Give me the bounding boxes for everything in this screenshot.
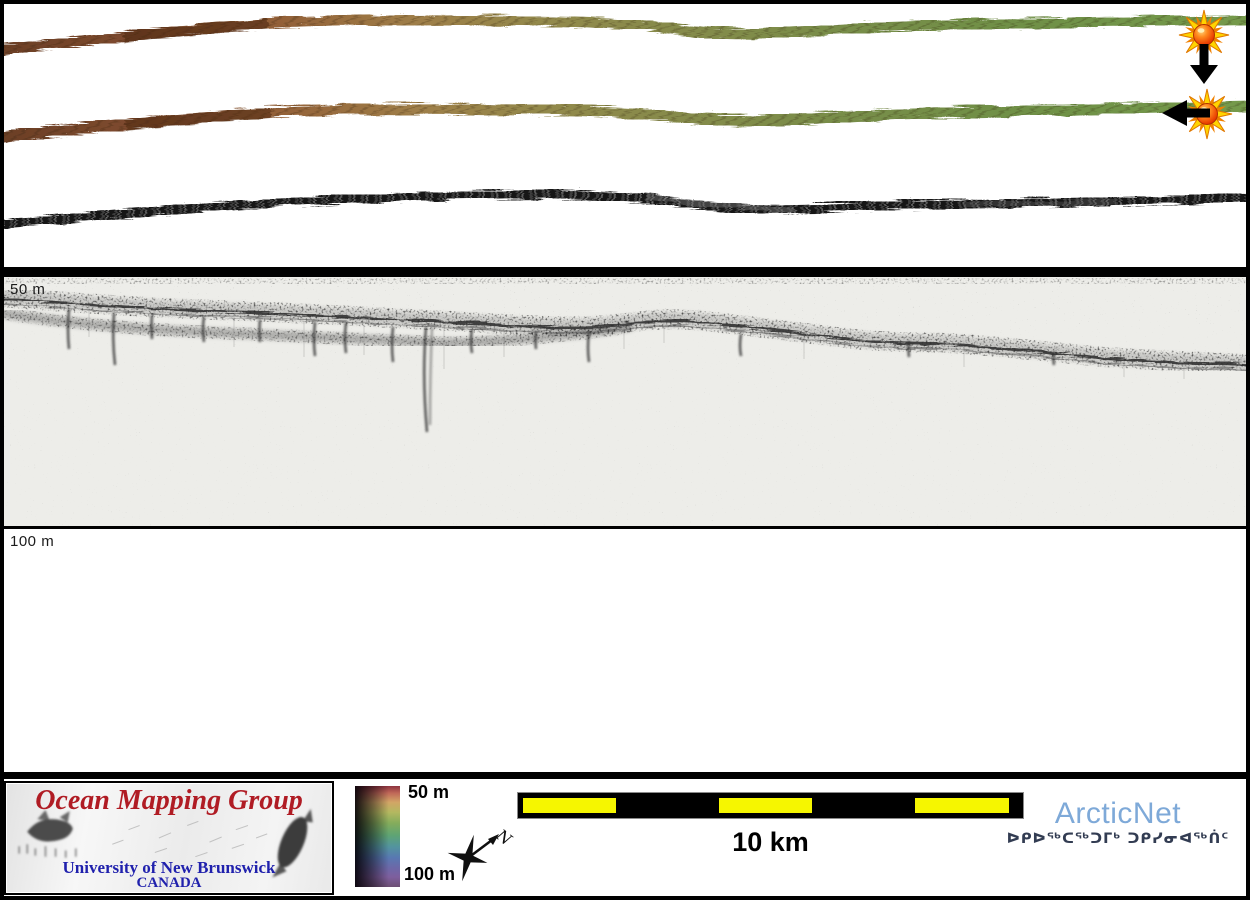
- scale-bar-segment: [523, 798, 616, 813]
- echogram-graphic: [4, 277, 1246, 526]
- omg-university: University of New Brunswick: [62, 858, 276, 877]
- track-swaths-graphic: [4, 7, 1246, 227]
- omg-title: Ocean Mapping Group: [35, 785, 303, 816]
- scale-bar-segment: [915, 798, 1009, 813]
- arcticnet-name: ArcticNet: [1054, 797, 1182, 830]
- echo-hairlines: [88, 305, 1185, 379]
- echogram-depth-label-50m: 50 m: [10, 281, 46, 298]
- scale-bar: [517, 792, 1024, 819]
- subbottom-reflector: [4, 307, 634, 350]
- omg-logo-art: [18, 808, 313, 878]
- track-swath-panel: [4, 4, 1246, 267]
- omg-country: CANADA: [136, 875, 202, 891]
- towfish-silhouette-left: [18, 809, 77, 858]
- multibeam-swath-line-2: [4, 98, 1246, 140]
- arrow-down-icon: [1190, 44, 1218, 84]
- pockmark-dips: [66, 308, 1056, 433]
- north-label: N: [492, 825, 516, 850]
- depth-colorbar: [355, 786, 400, 887]
- colorbar-label-50m: 50 m: [408, 782, 450, 802]
- scale-bar-segment: [719, 798, 812, 813]
- omg-logo: Ocean Mapping Group University of New Br…: [4, 781, 334, 895]
- seabed-trace: [4, 287, 1246, 374]
- event-markers: [1162, 7, 1235, 142]
- echogram-panel: 50 m: [4, 277, 1246, 526]
- echogram-depth-label-100m: 100 m: [10, 533, 55, 550]
- north-arrow-icon: N: [447, 825, 516, 882]
- colorbar-label-100m: 100 m: [404, 864, 456, 884]
- multibeam-swath-line-1: [4, 13, 1246, 53]
- scale-bar-label: 10 km: [732, 827, 809, 857]
- towfish-silhouette-right: [272, 808, 313, 878]
- echogram-lower-panel: 100 m: [4, 529, 1246, 772]
- sidescan-track-line: [4, 188, 1246, 227]
- arcticnet-inuktitut: ᐅᑭᐅᖅᑕᖅᑐᒥᒃ ᑐᑭᓯᓂᐊᖅᑏᑦ: [1006, 831, 1230, 847]
- omg-logo-background: Ocean Mapping Group University of New Br…: [7, 784, 331, 892]
- arrow-left-icon: [1162, 100, 1210, 126]
- arcticnet-logo: ArcticNet ᐅᑭᐅᖅᑕᖅᑐᒥᒃ ᑐᑭᓯᓂᐊᖅᑏᑦ: [998, 797, 1238, 848]
- legend-panel: Ocean Mapping Group University of New Br…: [4, 779, 1246, 896]
